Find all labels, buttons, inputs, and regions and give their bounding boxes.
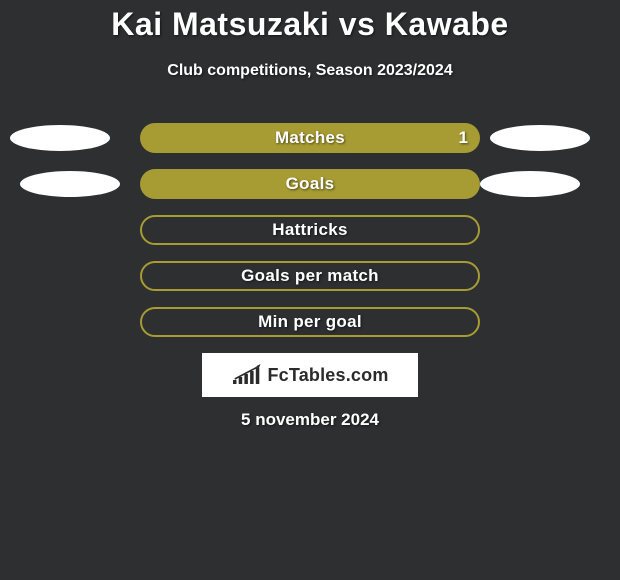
fctables-logo-box: FcTables.com [202, 353, 418, 397]
comparison-row: Goals per match [0, 261, 620, 291]
stat-label: Goals [140, 174, 480, 194]
comparison-row: Matches1 [0, 123, 620, 153]
right-ellipse [480, 171, 580, 197]
logo-text: FcTables.com [267, 365, 388, 386]
stat-label: Hattricks [140, 220, 480, 240]
stat-pill: Hattricks [140, 215, 480, 245]
stat-pill: Goals [140, 169, 480, 199]
stat-pill: Goals per match [140, 261, 480, 291]
stat-label: Matches [140, 128, 480, 148]
date-line: 5 november 2024 [0, 410, 620, 430]
right-ellipse [490, 125, 590, 151]
page-title: Kai Matsuzaki vs Kawabe [0, 6, 620, 43]
comparison-row: Hattricks [0, 215, 620, 245]
left-ellipse [20, 171, 120, 197]
left-ellipse [10, 125, 110, 151]
stat-label: Goals per match [140, 266, 480, 286]
bar-trend-icon [231, 362, 261, 389]
stat-pill: Matches1 [140, 123, 480, 153]
stat-value-right: 1 [459, 128, 468, 148]
comparison-row: Goals [0, 169, 620, 199]
stat-label: Min per goal [140, 312, 480, 332]
subtitle: Club competitions, Season 2023/2024 [0, 62, 620, 80]
stat-pill: Min per goal [140, 307, 480, 337]
comparison-row: Min per goal [0, 307, 620, 337]
